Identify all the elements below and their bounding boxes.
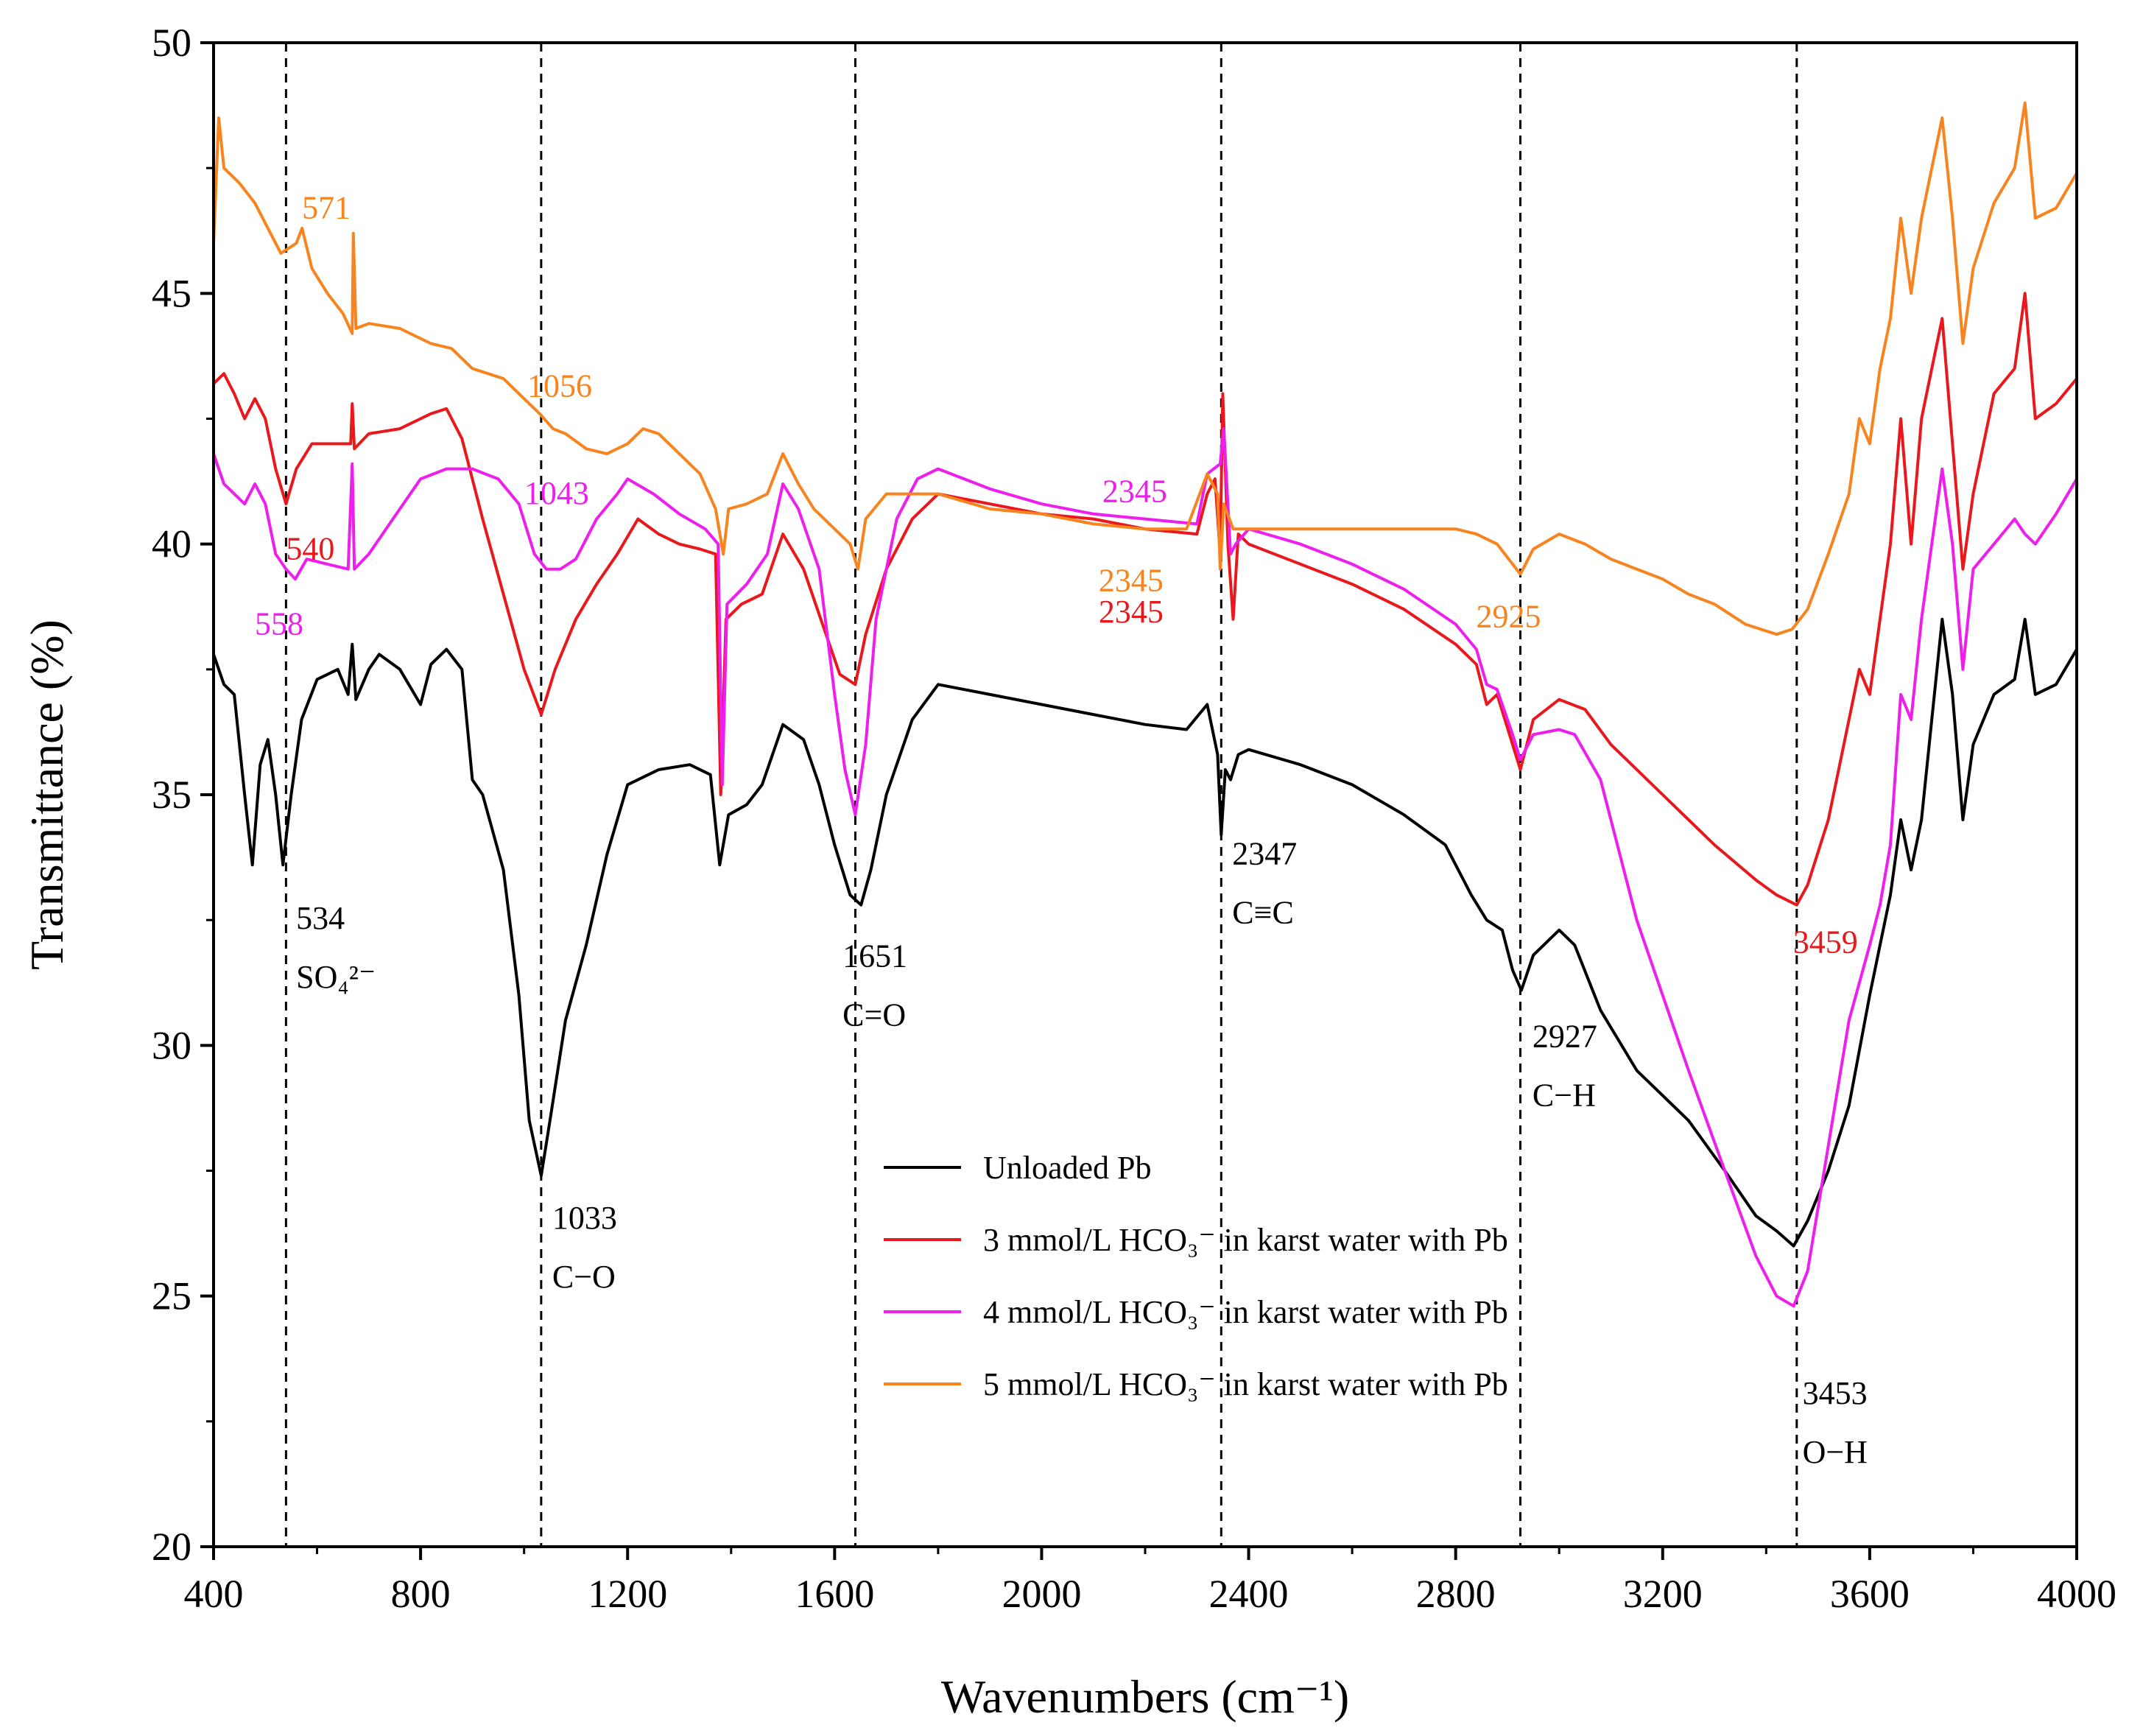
peak-annotation: 571 xyxy=(302,190,351,226)
peak-annotation: 3453 xyxy=(1803,1375,1868,1411)
peak-annotation: SO₄²⁻ xyxy=(296,959,376,995)
y-tick-label: 30 xyxy=(152,1023,191,1067)
x-tick-label: 2000 xyxy=(1002,1572,1081,1616)
legend: Unloaded Pb 3 mmol/L HCO₃⁻ in karst water… xyxy=(884,1150,1508,1402)
x-tick-label: 1600 xyxy=(795,1572,874,1616)
y-axis-ticks: 20 25 30 35 40 45 50 xyxy=(152,21,214,1569)
legend-label: 5 mmol/L HCO₃⁻ in karst water with Pb xyxy=(983,1366,1508,1402)
peak-annotation: 2925 xyxy=(1477,598,1541,634)
x-tick-label: 2800 xyxy=(1416,1572,1496,1616)
y-tick-label: 20 xyxy=(152,1525,191,1569)
peak-annotation: C=O xyxy=(842,997,906,1033)
peak-annotation: 2345 xyxy=(1102,473,1167,509)
series-line xyxy=(212,617,2078,1248)
peak-annotation: 2345 xyxy=(1099,562,1164,598)
peak-annotation: 540 xyxy=(286,531,334,567)
legend-label: Unloaded Pb xyxy=(983,1150,1152,1186)
peak-annotation: 1651 xyxy=(842,938,907,974)
peak-annotation: 1056 xyxy=(527,368,592,404)
series-line xyxy=(212,427,2078,1308)
peak-annotation: 2345 xyxy=(1099,594,1164,630)
x-tick-label: 800 xyxy=(391,1572,451,1616)
peak-annotation: C≡C xyxy=(1232,894,1294,930)
y-tick-label: 40 xyxy=(152,522,191,566)
peak-annotation: 3459 xyxy=(1793,924,1858,960)
peak-annotation: 558 xyxy=(255,605,303,642)
x-axis-ticks: 400 800 1200 1600 2000 2400 2800 3200 3600 4000 xyxy=(184,1547,2116,1616)
y-tick-label: 50 xyxy=(152,21,191,65)
peak-annotation: 1033 xyxy=(552,1200,617,1236)
x-tick-label: 4000 xyxy=(2037,1572,2116,1616)
legend-label: 4 mmol/L HCO₃⁻ in karst water with Pb xyxy=(983,1294,1508,1330)
x-tick-label: 400 xyxy=(184,1572,244,1616)
peak-annotation: 2347 xyxy=(1232,835,1297,871)
peak-annotation: C−O xyxy=(552,1259,616,1295)
peak-annotation: 1043 xyxy=(524,475,589,511)
legend-label: 3 mmol/L HCO₃⁻ in karst water with Pb xyxy=(983,1222,1508,1258)
peak-annotation: O−H xyxy=(1803,1434,1868,1470)
x-tick-label: 2400 xyxy=(1209,1572,1289,1616)
x-tick-label: 3200 xyxy=(1623,1572,1703,1616)
x-axis-title: Wavenumbers (cm⁻¹) xyxy=(941,1670,1349,1723)
y-tick-label: 45 xyxy=(152,271,191,315)
x-tick-label: 1200 xyxy=(588,1572,667,1616)
peak-annotation: 534 xyxy=(296,900,345,936)
peak-annotation: 2927 xyxy=(1533,1018,1597,1054)
x-tick-label: 3600 xyxy=(1830,1572,1910,1616)
y-tick-label: 35 xyxy=(152,773,191,817)
series-group xyxy=(212,101,2078,1308)
y-tick-label: 25 xyxy=(152,1274,191,1318)
peak-annotation: C−H xyxy=(1533,1077,1596,1113)
y-axis-title: Transmittance (%) xyxy=(21,619,73,970)
series-line xyxy=(212,101,2078,636)
